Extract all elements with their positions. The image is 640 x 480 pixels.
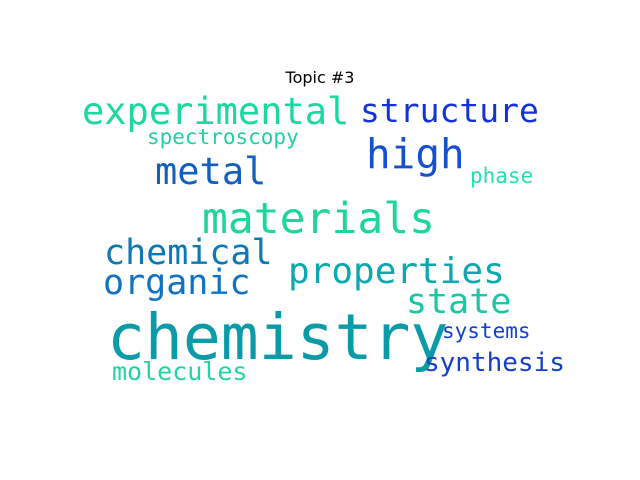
word-structure: structure <box>360 91 539 130</box>
word-high: high <box>366 130 465 178</box>
word-molecules: molecules <box>112 357 248 386</box>
word-organic: organic <box>103 263 251 303</box>
word-state: state <box>406 282 512 322</box>
word-chemistry: chemistry <box>107 301 449 374</box>
word-systems: systems <box>442 319 531 343</box>
word-properties: properties <box>288 251 505 292</box>
figure-title: Topic #3 <box>285 68 355 87</box>
word-chemical: chemical <box>104 233 273 273</box>
word-phase: phase <box>470 164 534 188</box>
word-experimental: experimental <box>82 90 350 133</box>
word-synthesis: synthesis <box>424 348 565 378</box>
word-materials: materials <box>202 194 435 244</box>
word-metal: metal <box>155 150 267 193</box>
word-spectroscopy: spectroscopy <box>147 125 299 149</box>
